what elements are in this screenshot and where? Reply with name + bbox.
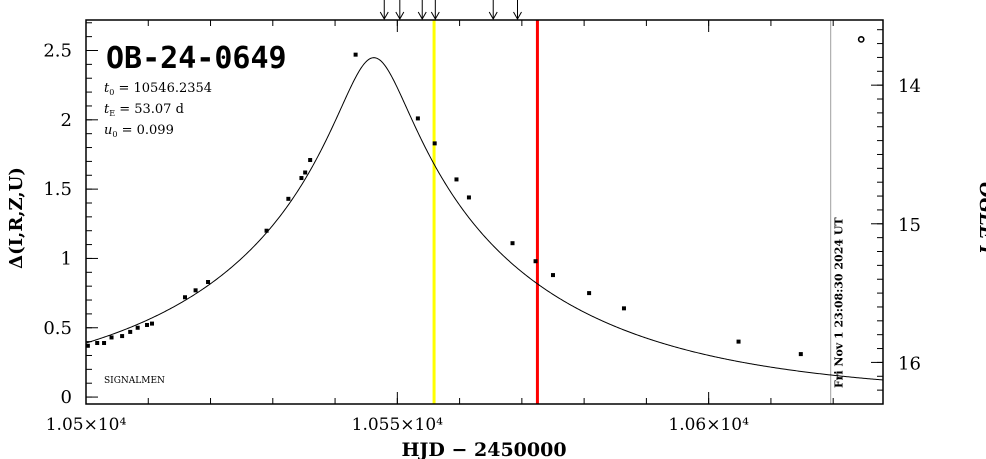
epoch-arrow-2: [417, 0, 427, 21]
data-point-28: [798, 352, 803, 357]
watermark: SIGNALMEN: [104, 376, 165, 386]
epoch-arrow-head: [417, 11, 427, 21]
timestamp: Fri Nov 1 23:08:30 2024 UT: [833, 217, 846, 388]
data-point-9: [183, 295, 188, 300]
data-points: [85, 36, 865, 357]
epoch-arrow-4: [488, 0, 498, 21]
epoch-arrow-3: [430, 0, 440, 21]
data-point-0: [85, 343, 90, 348]
fit-parameter-1: tE = 53.07 d: [104, 102, 184, 118]
epoch-arrow-head: [430, 11, 440, 21]
data-point-12: [264, 228, 269, 233]
data-point-14: [299, 176, 304, 181]
y-axis-label-right: OGLE I: [975, 182, 986, 255]
data-point-7: [145, 322, 150, 327]
data-point-19: [432, 141, 437, 146]
epoch-arrow-head: [488, 11, 498, 21]
fit-parameters: t0 = 10546.2354 tE = 53.07 d u0 = 0.099: [104, 81, 212, 139]
data-point-20: [454, 177, 459, 182]
data-point-18: [415, 116, 420, 121]
data-point-3: [109, 335, 114, 340]
epoch-arrows: [379, 0, 522, 21]
y-axis-label: Δ(I,R,Z,U): [6, 167, 27, 269]
data-point-4: [120, 334, 125, 339]
chart-title: OB-24-0649: [106, 41, 287, 76]
fit-parameter-2: u0 = 0.099: [104, 123, 174, 139]
x-tick-label-1: 1.055×10⁴: [352, 415, 444, 435]
data-point-27: [736, 339, 741, 344]
epoch-arrow-0: [379, 0, 389, 21]
data-point-11: [206, 280, 211, 285]
data-point-15: [303, 170, 308, 175]
y-tick-label-3: 1.5: [43, 179, 72, 200]
data-point-1: [95, 341, 100, 346]
data-point-22: [510, 241, 515, 246]
data-point-6: [135, 325, 140, 330]
data-point-23: [533, 259, 538, 264]
model-curve: [85, 57, 884, 381]
data-point-17: [353, 52, 358, 57]
y-right-tick-label-1: 15: [898, 215, 921, 236]
y-tick-label-0: 0: [61, 387, 72, 408]
y-tick-label-2: 1: [61, 248, 72, 269]
data-point-26: [621, 306, 626, 311]
epoch-arrow-head: [379, 11, 389, 21]
y-right-tick-label-0: 14: [898, 76, 921, 97]
data-point-5: [128, 329, 133, 334]
data-point-16: [308, 158, 313, 163]
open-data-point: [857, 36, 865, 43]
data-point-8: [150, 321, 155, 326]
y-tick-label-5: 2.5: [43, 40, 72, 61]
x-tick-label-2: 1.06×10⁴: [668, 415, 749, 435]
data-point-2: [102, 341, 107, 346]
x-axis-label: HJD − 2450000: [401, 439, 566, 459]
plot-frame: [85, 19, 884, 405]
data-point-25: [587, 291, 592, 296]
data-point-24: [550, 273, 555, 278]
y-tick-label-4: 2: [61, 110, 72, 131]
data-point-10: [193, 288, 198, 293]
data-point-13: [286, 196, 291, 201]
y-tick-label-1: 0.5: [43, 318, 72, 339]
y-right-tick-label-2: 16: [898, 353, 921, 374]
x-tick-label-0: 1.05×10⁴: [46, 415, 127, 435]
data-point-21: [466, 195, 471, 200]
epoch-arrow-head: [395, 11, 405, 21]
epoch-arrow-1: [395, 0, 405, 21]
epoch-arrow-5: [513, 0, 522, 21]
vertical-markers: [432, 20, 832, 404]
epoch-arrow-head: [513, 11, 522, 21]
axis-ticks: 1.05×10⁴ 1.055×10⁴ 1.06×10⁴ 0 0.5 1 1.5 2 2.5 14 1…: [43, 20, 921, 435]
fit-parameter-0: t0 = 10546.2354: [104, 81, 212, 97]
